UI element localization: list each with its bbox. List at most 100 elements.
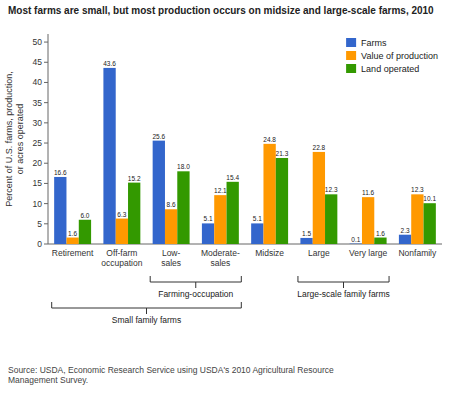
y-axis-label: Percent of U.S. farms, production,or acr… xyxy=(4,71,25,207)
data-label: 24.8 xyxy=(263,136,276,143)
source-note: Source: USDA, Economic Research Service … xyxy=(8,365,334,385)
bar xyxy=(177,171,189,244)
bar xyxy=(300,238,312,244)
bar xyxy=(103,68,115,244)
x-tick-label: Nonfamily xyxy=(398,248,437,258)
x-tick-label: Off-farmoccupation xyxy=(101,248,142,268)
y-tick-label: 15 xyxy=(33,178,43,188)
y-tick xyxy=(44,223,48,224)
legend-label: Land operated xyxy=(361,64,419,74)
bar xyxy=(227,182,239,244)
y-tick xyxy=(44,163,48,164)
bar xyxy=(263,144,275,244)
data-label: 1.6 xyxy=(376,230,385,237)
bar xyxy=(411,194,423,244)
y-tick-label: 35 xyxy=(33,98,43,108)
bar xyxy=(79,220,91,244)
y-tick-label: 0 xyxy=(37,239,42,249)
legend-swatch xyxy=(346,38,356,47)
y-tick-label: 50 xyxy=(33,37,43,47)
bar xyxy=(350,243,362,244)
x-tick-label: Moderate-sales xyxy=(201,248,240,268)
data-label: 12.1 xyxy=(214,187,227,194)
data-label: 25.6 xyxy=(152,133,165,140)
data-label: 43.6 xyxy=(103,60,116,67)
data-label: 1.6 xyxy=(68,230,77,237)
data-labels: 16.6 43.6 25.6 5.1 5.1 1.5 0.1 2.3 1.6 6.3 8.6 12.1… xyxy=(54,60,436,243)
annotation: Large-scale family farms xyxy=(297,289,390,299)
bar xyxy=(362,197,374,244)
legend-swatch xyxy=(346,64,356,73)
y-tick-label: 10 xyxy=(33,199,43,209)
bar xyxy=(153,141,165,244)
bracket xyxy=(298,276,389,288)
bar xyxy=(374,238,386,244)
bar xyxy=(54,177,66,244)
data-label: 11.6 xyxy=(362,189,375,196)
y-tick-label: 40 xyxy=(33,77,43,87)
bar xyxy=(276,158,288,244)
data-label: 1.5 xyxy=(302,230,311,237)
data-label: 5.1 xyxy=(253,215,262,222)
legend-swatch xyxy=(346,51,356,60)
y-axis-line xyxy=(48,34,49,244)
bar xyxy=(399,235,411,244)
x-tick-label: Retirement xyxy=(52,248,94,258)
data-label: 16.6 xyxy=(54,169,67,176)
legend-label: Value of production xyxy=(361,51,438,61)
y-tick-label: 45 xyxy=(33,57,43,67)
bar xyxy=(128,183,140,244)
y-tick-label: 25 xyxy=(33,138,43,148)
bar xyxy=(424,203,436,244)
data-label: 18.0 xyxy=(177,163,190,170)
bar xyxy=(165,209,177,244)
x-tick-label: Large xyxy=(308,248,330,258)
y-tick xyxy=(44,102,48,103)
data-label: 2.3 xyxy=(401,227,410,234)
y-tick xyxy=(44,42,48,43)
bar xyxy=(214,195,226,244)
bar xyxy=(116,219,128,244)
annotation: Farming-occupation xyxy=(158,289,233,299)
y-tick-label: 20 xyxy=(33,158,43,168)
annotations: Farming-occupation Small family farms Larg… xyxy=(52,276,390,325)
bracket xyxy=(150,276,241,288)
bar xyxy=(202,223,214,244)
y-tick xyxy=(44,244,48,245)
bar xyxy=(313,152,325,244)
x-tick-label: Midsize xyxy=(255,248,284,258)
y-tick-label: 5 xyxy=(37,219,42,229)
data-label: 12.3 xyxy=(325,186,338,193)
title: Most farms are small, but most productio… xyxy=(8,5,434,16)
data-label: 5.1 xyxy=(204,215,213,222)
data-label: 22.8 xyxy=(313,144,326,151)
bar xyxy=(66,238,78,244)
annotation: Small family farms xyxy=(112,315,181,325)
data-label: 6.0 xyxy=(80,212,89,219)
y-tick xyxy=(44,122,48,123)
y-axis: 0 5 10 15 20 25 30 35 40 45 50 xyxy=(33,34,442,249)
data-label: 10.1 xyxy=(423,195,436,202)
y-tick xyxy=(44,62,48,63)
bar xyxy=(325,194,337,244)
y-tick xyxy=(44,203,48,204)
bar xyxy=(251,223,263,244)
data-label: 15.4 xyxy=(226,174,239,181)
bracket xyxy=(52,302,242,314)
y-tick xyxy=(44,143,48,144)
data-label: 15.2 xyxy=(128,175,141,182)
data-label: 8.6 xyxy=(167,201,176,208)
data-label: 6.3 xyxy=(117,211,126,218)
x-tick-label: Very large xyxy=(349,248,388,258)
y-tick-label: 30 xyxy=(33,118,43,128)
data-label: 12.3 xyxy=(411,186,424,193)
data-label: 21.3 xyxy=(276,150,289,157)
legend: Farms Value of production Land operated xyxy=(346,38,438,74)
chart: Most farms are small, but most productio… xyxy=(0,0,450,395)
x-axis: Retirement Off-farmoccupation Low-sales Mod… xyxy=(52,248,437,268)
data-label: 0.1 xyxy=(351,236,360,243)
y-tick xyxy=(44,183,48,184)
y-tick xyxy=(44,82,48,83)
x-tick-label: Low-sales xyxy=(161,248,181,268)
legend-label: Farms xyxy=(361,38,387,48)
